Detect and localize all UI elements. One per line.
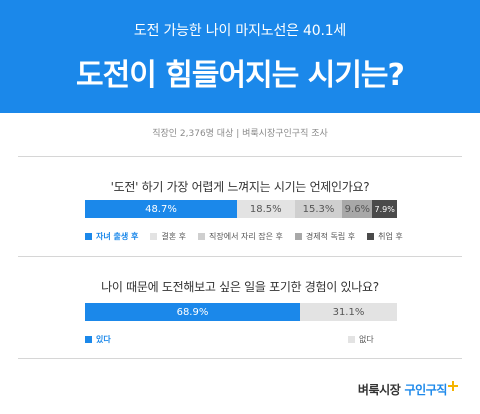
chart-1-data-label-1: 48.7% <box>145 203 177 215</box>
chart-1-bar: 48.7% 18.5% 15.3% 9.6% 7.9% <box>85 200 397 218</box>
chart-2-legend-item-1: 있다 <box>85 334 336 345</box>
chart-1-legend-item-2: 결혼 후 <box>150 231 186 242</box>
chart-1-segment-1: 48.7% <box>85 200 237 218</box>
chart-1-data-label-2: 18.5% <box>249 203 282 215</box>
header-subtitle: 도전 가능한 나이 마지노선은 40.1세 <box>133 23 347 39</box>
survey-note: 직장인 2,376명 대상 | 벼룩시장구인구직 조사 <box>152 129 328 139</box>
chart-1-data-label-3: 15.3% <box>302 203 335 215</box>
divider-middle <box>18 256 462 257</box>
chart-2-segment-1: 68.9% <box>85 303 300 321</box>
chart-1-legend-item-3: 직장에서 자리 잡은 후 <box>198 231 283 242</box>
chart-1-legend: 자녀 출생 후 결혼 후 직장에서 자리 잡은 후 경제적 독립 후 취업 후 <box>85 230 415 242</box>
legend-label: 직장에서 자리 잡은 후 <box>209 231 283 241</box>
legend-label: 자녀 출생 후 <box>96 231 139 241</box>
chart-1-title: '도전' 하기 가장 어렵게 느껴지는 시기는 언제인가요? <box>110 180 370 194</box>
legend-label: 있다 <box>96 334 111 344</box>
legend-swatch <box>198 232 205 240</box>
legend-swatch <box>85 335 92 343</box>
chart-1-segment-3: 15.3% <box>294 200 343 218</box>
chart-2-legend-item-2: 없다 <box>347 334 374 345</box>
legend-label: 결혼 후 <box>161 231 186 241</box>
brand-name-part1: 벼룩시장 <box>357 383 401 397</box>
chart-1-segment-5: 7.9% <box>372 200 397 218</box>
chart-2-legend: 있다 없다 <box>85 333 386 345</box>
legend-label: 없다 <box>358 334 374 344</box>
brand-logo: 벼룩시장 구인구직 <box>357 380 458 398</box>
chart-1-segment-4: 9.6% <box>342 200 373 218</box>
chart-1-legend-item-5: 취업 후 <box>367 231 403 242</box>
plus-icon <box>448 380 458 391</box>
legend-swatch <box>367 232 375 240</box>
brand-name-part2: 구인구직 <box>404 383 447 397</box>
chart-2-bar: 68.9% 31.1% <box>85 303 397 321</box>
legend-label: 경제적 독립 후 <box>305 231 356 241</box>
legend-swatch <box>85 232 92 240</box>
legend-label: 취업 후 <box>378 231 403 241</box>
header-title: 도전이 힘들어지는 시기는? <box>76 58 405 93</box>
chart-1-data-label-5: 7.9% <box>374 204 395 214</box>
legend-swatch <box>150 232 158 240</box>
chart-1-legend-item-4: 경제적 독립 후 <box>294 231 356 242</box>
chart-1-segment-2: 18.5% <box>236 200 295 218</box>
chart-2-segment-2: 31.1% <box>299 303 397 321</box>
chart-1-legend-item-1: 자녀 출생 후 <box>85 231 138 242</box>
chart-1-data-label-4: 9.6% <box>344 203 371 215</box>
divider-bottom <box>18 358 462 359</box>
chart-2-data-label-1: 68.9% <box>176 306 209 318</box>
divider-top <box>18 156 462 157</box>
chart-2-title: 나이 때문에 도전해보고 싶은 일을 포기한 경험이 있나요? <box>101 280 379 294</box>
legend-swatch <box>347 335 355 343</box>
chart-2-data-label-2: 31.1% <box>332 306 365 318</box>
header-banner: 도전 가능한 나이 마지노선은 40.1세 도전이 힘들어지는 시기는? <box>0 0 480 113</box>
legend-swatch <box>294 232 302 240</box>
